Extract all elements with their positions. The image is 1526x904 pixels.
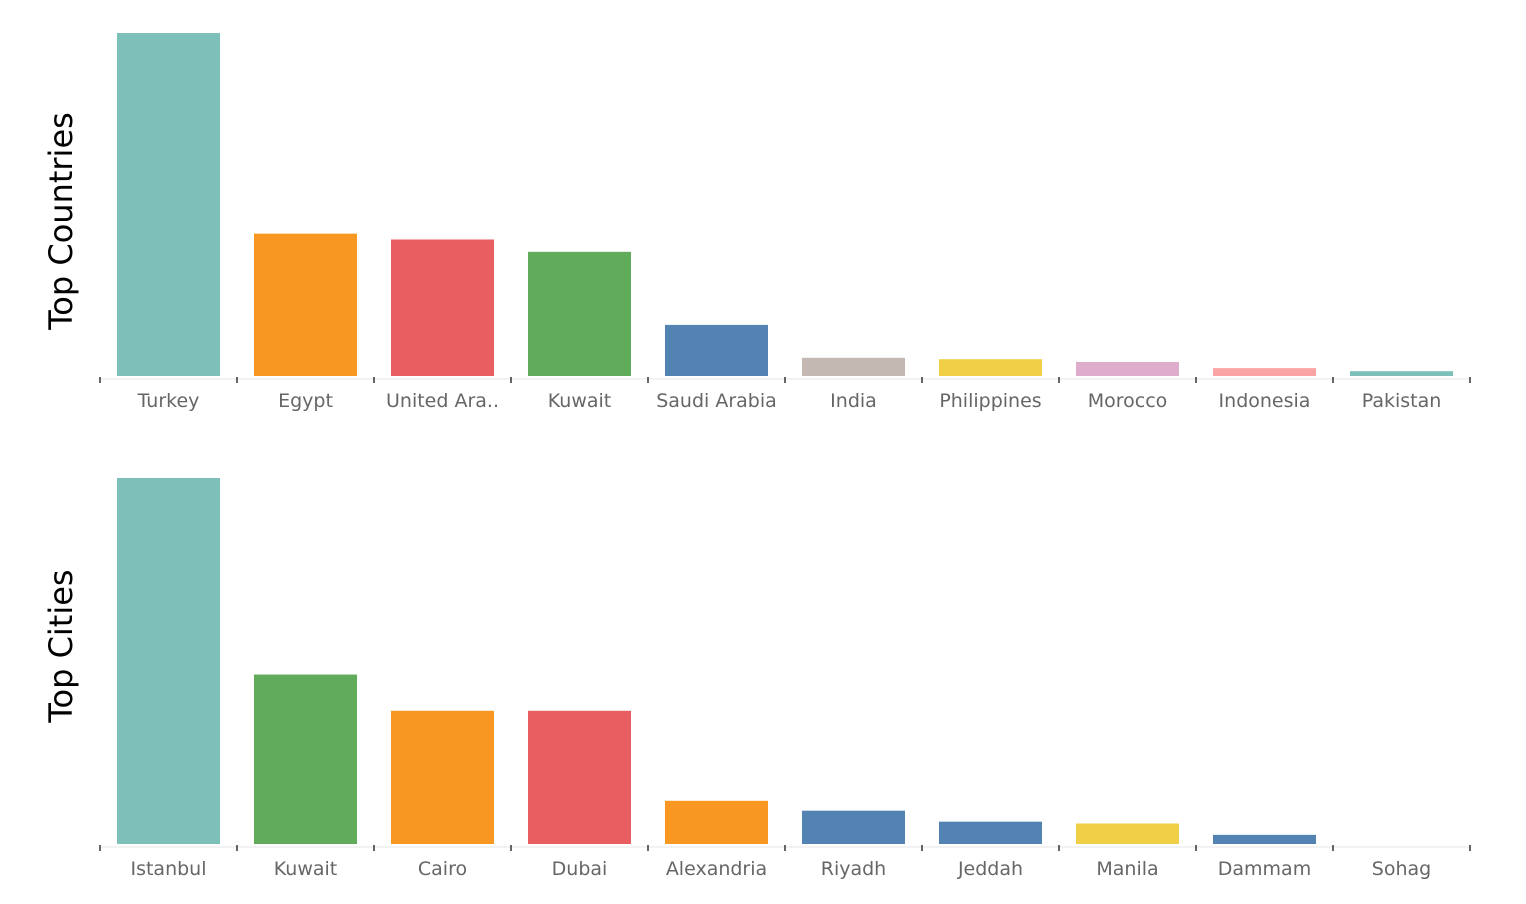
tick-label-indonesia: Indonesia: [1219, 390, 1311, 412]
bar-alexandria[interactable]: [665, 800, 768, 844]
bar-saudi-arabia[interactable]: [665, 324, 768, 376]
tick-label-dubai: Dubai: [552, 858, 608, 880]
tick-label-kuwait: Kuwait: [548, 390, 611, 412]
bar-jeddah[interactable]: [939, 821, 1042, 844]
bar-indonesia[interactable]: [1213, 368, 1316, 376]
bar-cairo[interactable]: [391, 710, 494, 844]
tick-label-cairo: Cairo: [418, 858, 467, 880]
bar-turkey[interactable]: [117, 33, 220, 376]
bar-istanbul[interactable]: [117, 478, 220, 844]
bar-india[interactable]: [802, 357, 905, 376]
tick-label-kuwait: Kuwait: [274, 858, 337, 880]
bar-kuwait[interactable]: [254, 674, 357, 844]
tick-label-dammam: Dammam: [1218, 858, 1311, 880]
bar-dubai[interactable]: [528, 710, 631, 844]
tick-label-pakistan: Pakistan: [1362, 390, 1442, 412]
top-countries-axis-title: Top Countries: [42, 112, 80, 331]
top-cities-axis-title: Top Cities: [42, 569, 80, 723]
top-countries-chart: Top Countries Turkey Egypt United Ara.. Kuwa…: [42, 33, 1471, 412]
tick-label-sohag: Sohag: [1372, 858, 1431, 880]
tick-label-saudi-arabia: Saudi Arabia: [656, 390, 777, 412]
bar-egypt[interactable]: [254, 233, 357, 376]
bar-pakistan[interactable]: [1350, 371, 1453, 376]
bar-philippines[interactable]: [939, 359, 1042, 376]
bar-kuwait[interactable]: [528, 251, 631, 376]
tick-label-egypt: Egypt: [278, 390, 333, 412]
bar-riyadh[interactable]: [802, 810, 905, 844]
bar-dammam[interactable]: [1213, 834, 1316, 844]
tick-label-jeddah: Jeddah: [957, 858, 1023, 880]
bar-morocco[interactable]: [1076, 361, 1179, 376]
tick-label-morocco: Morocco: [1088, 390, 1168, 412]
tick-label-riyadh: Riyadh: [821, 858, 886, 880]
tick-label-alexandria: Alexandria: [666, 858, 767, 880]
tick-label-manila: Manila: [1096, 858, 1158, 880]
tick-label-istanbul: Istanbul: [130, 858, 206, 880]
tick-label-india: India: [830, 390, 877, 412]
tick-label-turkey: Turkey: [137, 390, 200, 412]
top-cities-chart: Top Cities Istanbul Kuwait Cairo Dubai Alexan…: [42, 478, 1471, 880]
tick-label-philippines: Philippines: [939, 390, 1041, 412]
bar-united-ara[interactable]: [391, 239, 494, 376]
bar-manila[interactable]: [1076, 823, 1179, 844]
tick-label-united-ara: United Ara..: [386, 390, 499, 412]
